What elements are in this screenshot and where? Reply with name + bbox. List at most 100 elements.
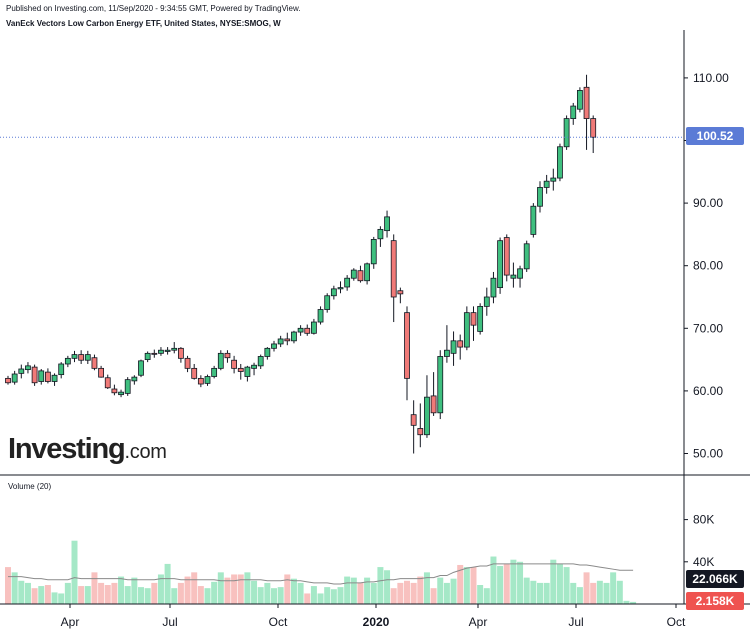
candle-body: [31, 366, 38, 384]
volume-bar: [277, 587, 284, 604]
candle: [577, 87, 583, 113]
volume-label: Volume (20): [8, 482, 52, 491]
candle: [277, 335, 284, 348]
x-tick-label: Oct: [269, 615, 288, 629]
candle: [38, 368, 45, 385]
candle-body: [197, 377, 204, 385]
candle-body: [277, 338, 284, 345]
candle: [384, 210, 390, 238]
volume-bar: [144, 588, 151, 604]
candle-body: [543, 180, 550, 188]
volume-bar: [104, 585, 111, 604]
candle-body: [191, 367, 198, 379]
candle-body: [530, 205, 537, 235]
candle-body: [570, 105, 577, 119]
candles-layer: [5, 74, 597, 454]
candle: [530, 203, 537, 238]
volume-bar: [157, 574, 164, 604]
candle: [404, 306, 410, 401]
candle-body: [330, 288, 337, 297]
candle-body: [377, 228, 384, 240]
candle: [177, 347, 184, 363]
volume-bar: [523, 577, 530, 604]
candle: [497, 237, 504, 294]
candle-body: [217, 352, 224, 369]
candle: [304, 324, 311, 336]
volume-bar: [224, 577, 231, 604]
volume-bar: [38, 586, 45, 604]
candle-body: [503, 237, 510, 276]
candle: [224, 350, 231, 363]
volume-layer: [5, 540, 637, 604]
candle-body: [104, 377, 111, 389]
candle: [64, 355, 71, 368]
candle: [510, 262, 517, 288]
volume-bar: [503, 563, 510, 604]
volume-bar: [184, 576, 191, 604]
candle: [51, 373, 58, 386]
candle: [450, 331, 457, 366]
volume-bar: [437, 577, 444, 604]
volume-last-tag: 2.158K: [686, 592, 744, 610]
candle-body: [171, 347, 178, 351]
candle-body: [64, 357, 71, 365]
candle: [104, 374, 111, 390]
x-tick-label: Jul: [568, 615, 583, 629]
volume-tick-label: 40K: [693, 555, 714, 569]
candle: [563, 115, 570, 150]
candle: [437, 350, 444, 420]
candle-body: [384, 216, 390, 232]
volume-bar: [377, 567, 384, 604]
volume-bar: [404, 580, 410, 604]
last-price-tag: 100.52: [686, 127, 744, 145]
volume-bar: [197, 586, 204, 604]
candle: [11, 370, 18, 385]
candle-body: [304, 327, 311, 334]
candle-body: [437, 356, 444, 414]
x-tick-label: Apr: [469, 615, 488, 629]
candle-body: [470, 312, 477, 326]
candle-body: [350, 269, 357, 279]
candle: [344, 275, 351, 291]
candle: [144, 351, 151, 363]
candle: [264, 347, 271, 360]
candle-body: [517, 268, 523, 279]
candle: [417, 403, 424, 448]
candle-body: [577, 90, 583, 110]
candle-body: [291, 331, 297, 342]
candle-body: [583, 86, 590, 119]
candle: [517, 265, 523, 288]
x-tick-label: Jul: [162, 615, 177, 629]
candle-body: [124, 379, 131, 394]
y-tick-label: 80.00: [693, 259, 723, 273]
candle-body: [164, 349, 171, 352]
volume-bar: [5, 567, 11, 604]
candle-body: [271, 343, 277, 349]
candle-body: [237, 367, 244, 372]
volume-bar: [364, 577, 371, 604]
candle-body: [264, 347, 271, 357]
axes-layer: 50.0060.0070.0080.0090.00100.00110.0040K…: [0, 30, 750, 629]
logo-domain: .com: [124, 441, 167, 463]
candle-body: [490, 277, 497, 298]
candle: [124, 377, 131, 396]
candle: [590, 115, 597, 154]
volume-bar: [264, 582, 271, 604]
candle-body: [38, 370, 45, 382]
candle-body: [390, 240, 397, 298]
y-tick-label: 70.00: [693, 321, 723, 335]
candle: [550, 168, 557, 191]
candle-body: [537, 187, 543, 207]
volume-bar: [211, 581, 218, 604]
candle-body: [410, 414, 417, 426]
candle: [204, 374, 211, 386]
candle: [237, 363, 244, 380]
candle: [350, 268, 357, 281]
volume-bar: [543, 582, 550, 604]
candle-body: [18, 368, 25, 374]
candle: [244, 365, 251, 382]
candle: [158, 347, 164, 356]
candle: [483, 287, 490, 316]
candle: [78, 350, 85, 364]
volume-bar: [44, 585, 51, 604]
